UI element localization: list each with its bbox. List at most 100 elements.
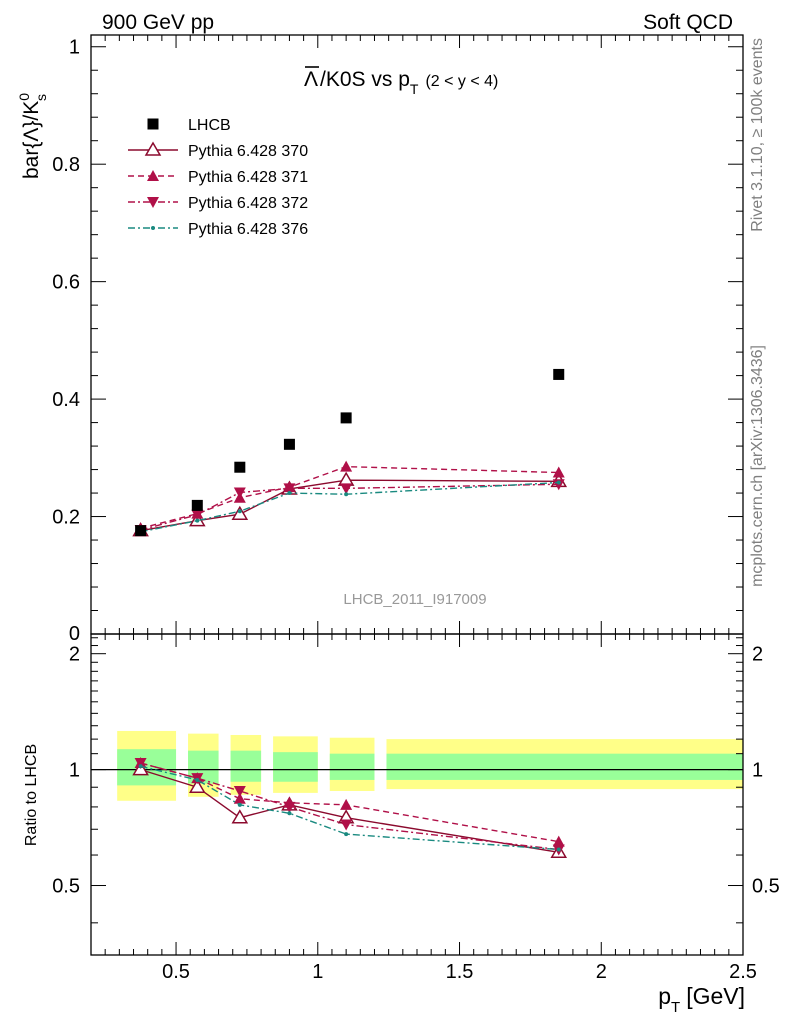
legend-item: LHCB	[147, 117, 231, 134]
title-sub: T	[410, 81, 419, 97]
ratio-band-green	[273, 752, 318, 782]
data-point	[344, 492, 349, 497]
data-point	[337, 471, 355, 486]
ratio-point	[233, 785, 246, 797]
title-main: /K0S vs p	[320, 68, 410, 91]
data-point	[553, 368, 565, 380]
ratio-point	[340, 819, 353, 831]
legend-marker	[147, 170, 159, 181]
ratio-point	[340, 798, 353, 810]
svg-text:bar{Λ}/K0s: bar{Λ}/K0s	[16, 93, 49, 179]
data-point	[287, 491, 292, 496]
data-point	[340, 412, 352, 424]
legend-label: Pythia 6.428 370	[188, 143, 308, 160]
header-left-label: 900 GeV pp	[102, 11, 214, 34]
y-tick-label: 0.2	[52, 507, 80, 529]
ratio-tick-label-right: 1	[752, 760, 763, 782]
ratio-band-green	[386, 753, 743, 780]
ratio-point	[344, 832, 349, 837]
ratio-tick-label-left: 1	[69, 760, 80, 782]
data-point	[191, 499, 203, 511]
svg-text:/K0S vs pT(2 < y < 4): /K0S vs pT (2 < y < 4)	[320, 68, 498, 97]
ratio-point	[231, 809, 249, 824]
data-point	[283, 483, 296, 495]
analysis-id-label: LHCB_2011_I917009	[343, 591, 486, 608]
data-point	[195, 518, 200, 523]
series-pythia-6-428-372	[134, 479, 565, 537]
series-line	[140, 481, 559, 533]
y-axis-label-main: bar{Λ}/K	[20, 101, 43, 179]
y-tick-label: 0.6	[52, 272, 80, 294]
ratio-band-green	[188, 750, 219, 784]
legend-label: LHCB	[188, 117, 231, 134]
ratio-point	[233, 792, 246, 804]
data-point	[283, 438, 295, 450]
legend-label: Pythia 6.428 376	[188, 221, 308, 238]
data-point	[191, 509, 204, 521]
ratio-line	[140, 765, 559, 851]
ratio-point	[556, 847, 561, 852]
legend: LHCB Pythia 6.428 370 Pythia 6.428 371 Pyth…	[128, 117, 308, 238]
x-tick-label: 2	[596, 961, 607, 983]
legend-marker	[151, 226, 155, 230]
data-point	[556, 480, 561, 485]
x-tick-label: 1.5	[446, 961, 474, 983]
plot-title: Λ /K0S vs pT (2 < y < 4)	[304, 66, 498, 97]
title-overline-symbol: Λ	[304, 68, 318, 91]
y-axis-label-sub: s	[33, 94, 49, 101]
x-axis-label: pT [GeV]	[658, 983, 745, 1016]
mcplots-label: mcplots.cern.ch [arXiv:1306.3436]	[749, 345, 766, 587]
ratio-point	[237, 802, 242, 807]
y-axis-label-sup: 0	[16, 93, 32, 101]
title-range: (2 < y < 4)	[425, 73, 498, 90]
x-tick-label: 1	[312, 961, 323, 983]
x-tick-label: 0.5	[162, 961, 190, 983]
ratio-band-green	[329, 753, 375, 780]
ratio-point	[552, 835, 565, 847]
ratio-axis-label: Ratio to LHCB	[23, 744, 40, 846]
ratio-band-green	[230, 750, 262, 782]
y-tick-label-zero: 0	[69, 623, 80, 645]
y-axis-label: bar{Λ}/K0s	[16, 93, 49, 179]
ratio-point	[134, 758, 147, 770]
ratio-uncertainty-bands	[117, 730, 743, 801]
axes: 0.5 1 1.5 2 2.5 0.2 0.4 0.6 0.8 1 0 0.5 0.5 1 1 2 2	[52, 34, 780, 983]
rivet-version-label: Rivet 3.1.10, ≥ 100k events	[749, 38, 766, 232]
series-layer	[132, 368, 568, 859]
legend-item: Pythia 6.428 376	[128, 221, 308, 238]
series-line	[140, 465, 559, 529]
ratio-point	[283, 801, 296, 813]
y-tick-label: 1	[69, 37, 80, 59]
ratio-point	[188, 778, 206, 793]
x-tick-label: 2.5	[729, 961, 757, 983]
data-point	[552, 466, 565, 478]
legend-label: Pythia 6.428 371	[188, 169, 308, 186]
ratio-series-pythia-6-428-376	[138, 764, 561, 852]
ratio-series-pythia-6-428-372	[134, 758, 565, 856]
series-line	[140, 483, 559, 531]
legend-item: Pythia 6.428 372	[128, 195, 308, 212]
series-lhcb	[135, 368, 565, 537]
ratio-line	[140, 762, 559, 851]
legend-item: Pythia 6.428 371	[128, 169, 308, 186]
ratio-line	[140, 768, 559, 853]
x-axis-label-sub: T	[671, 999, 680, 1016]
data-point	[233, 487, 246, 499]
x-axis-label-main: p	[658, 983, 671, 1009]
x-axis-label-unit: [GeV]	[686, 983, 745, 1009]
legend-marker	[147, 197, 159, 208]
data-point	[340, 483, 353, 495]
legend-item: Pythia 6.428 370	[128, 141, 308, 160]
legend-marker	[147, 118, 159, 130]
ratio-point	[195, 777, 200, 782]
header-right-label: Soft QCD	[643, 11, 733, 34]
ratio-tick-label-right: 0.5	[752, 876, 780, 898]
data-point	[234, 461, 246, 473]
ratio-tick-label-right: 2	[752, 644, 763, 666]
ratio-tick-label-left: 2	[69, 644, 80, 666]
y-tick-label: 0.8	[52, 154, 80, 176]
legend-marker	[144, 141, 162, 156]
data-point	[135, 525, 147, 537]
data-point	[340, 460, 353, 472]
